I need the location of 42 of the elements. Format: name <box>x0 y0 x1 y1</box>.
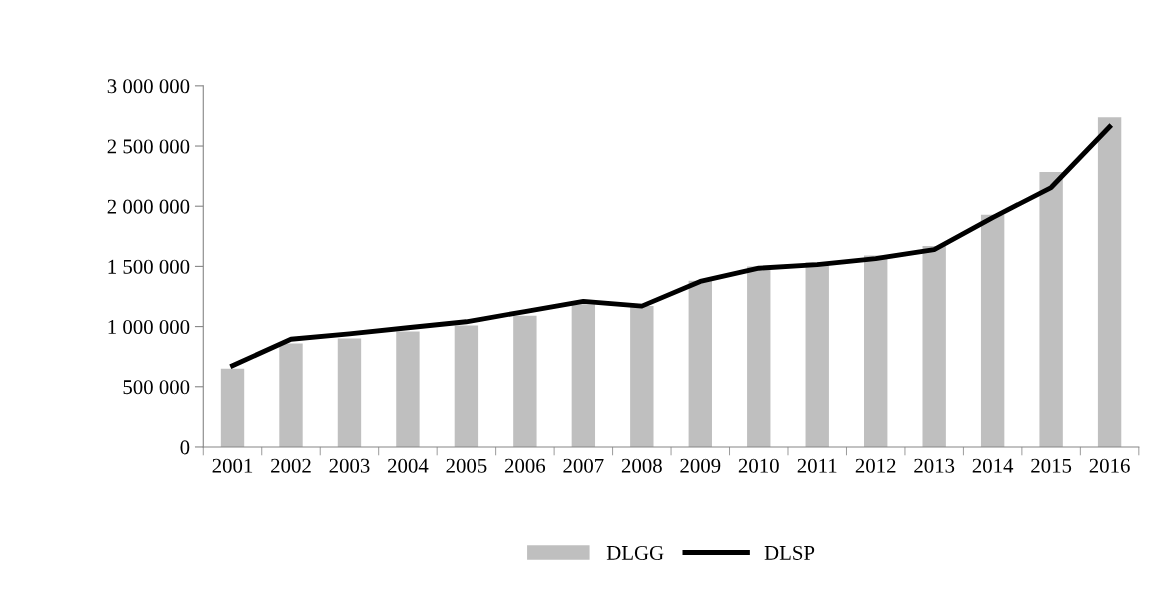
bar <box>513 315 537 447</box>
bar <box>220 368 245 447</box>
bar <box>279 343 303 447</box>
bar <box>688 280 712 447</box>
bar <box>747 266 771 447</box>
x-tick-label: 2004 <box>388 458 429 473</box>
bar <box>396 331 420 447</box>
x-tick-label: 2009 <box>680 458 721 473</box>
bar <box>805 262 829 447</box>
y-tick-label: 500 000 <box>123 380 190 395</box>
y-tick-label: 1 000 000 <box>108 319 190 335</box>
legend-label: DLSP <box>764 545 815 560</box>
x-tick-label: 2013 <box>914 458 955 473</box>
x-tick-label: 2010 <box>738 458 779 473</box>
legend-label: DLGG <box>606 545 664 560</box>
x-tick-label: 2006 <box>504 458 546 473</box>
x-tick-label: 2014 <box>972 458 1014 473</box>
bar <box>1097 117 1122 447</box>
y-tick-label: 2 500 000 <box>107 139 190 154</box>
bar <box>922 245 946 447</box>
y-tick-label: 2 000 000 <box>107 199 190 214</box>
bar <box>454 325 479 447</box>
y-tick-label: 3 000 000 <box>107 79 190 94</box>
x-tick-label: 2001 <box>212 458 253 473</box>
x-tick-label: 2008 <box>621 458 662 473</box>
bar <box>337 338 362 447</box>
x-tick-label: 2005 <box>446 458 487 473</box>
bar <box>980 214 1005 447</box>
x-tick-label: 2011 <box>797 458 837 473</box>
y-tick-label: 1 500 000 <box>108 259 190 274</box>
bar <box>630 306 654 447</box>
x-tick-label: 2007 <box>563 458 604 473</box>
bar <box>571 304 596 447</box>
x-tick-label: 2002 <box>271 458 311 473</box>
x-tick-label: 2003 <box>329 458 370 473</box>
bar <box>1039 171 1063 447</box>
y-tick-label: 0 <box>180 440 190 455</box>
line-series <box>230 124 1113 369</box>
bar <box>864 255 888 447</box>
x-tick-label: 2012 <box>855 458 896 473</box>
x-tick-label: 2015 <box>1031 458 1072 473</box>
x-tick-label: 2016 <box>1089 458 1130 473</box>
